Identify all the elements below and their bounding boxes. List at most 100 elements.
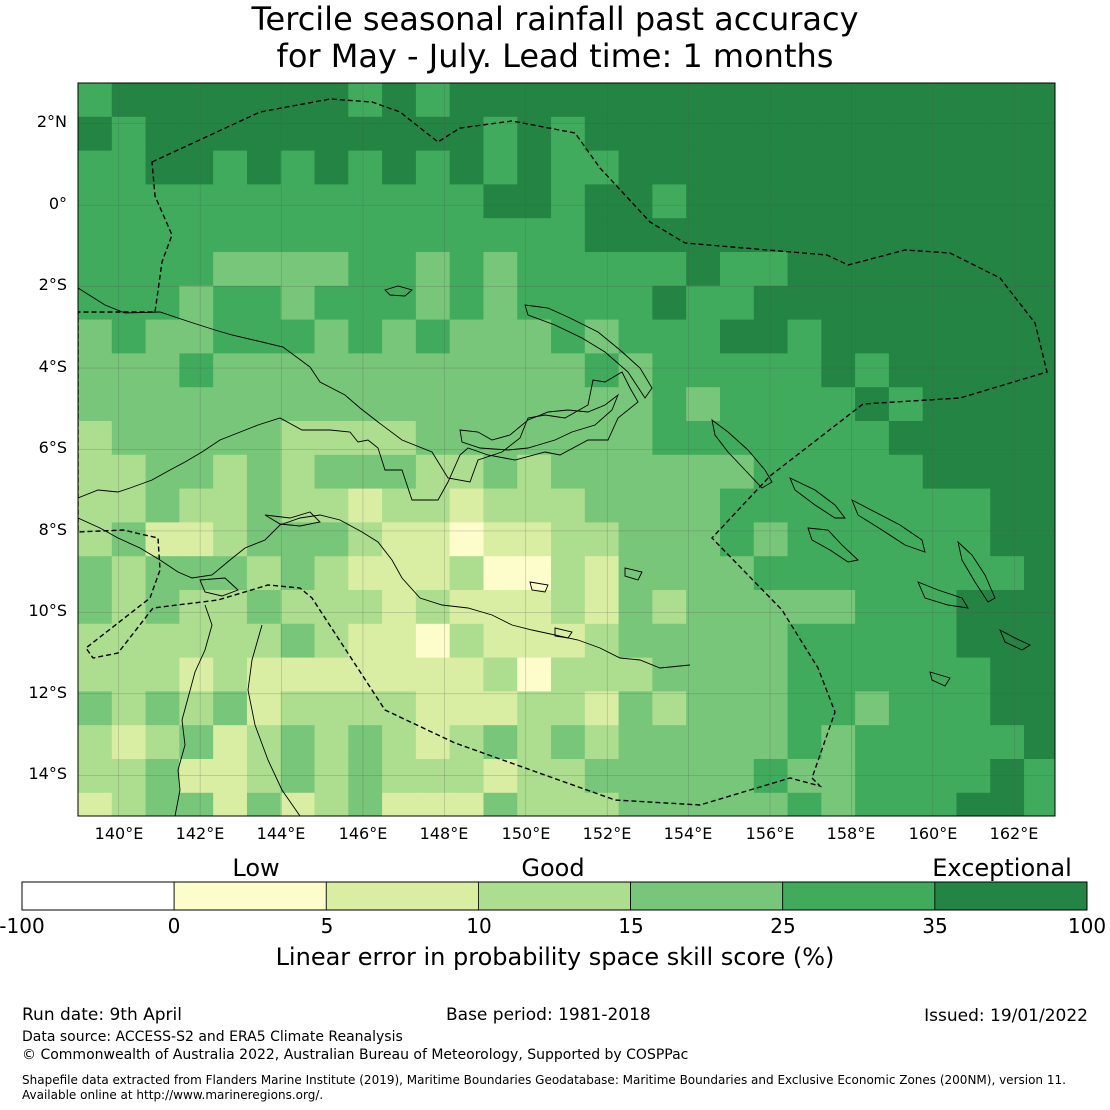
skill-cell (652, 792, 687, 816)
skill-cell (246, 319, 282, 354)
skill-cell (1024, 150, 1055, 185)
skill-cell (551, 353, 586, 388)
colorbar-tick: -100 (0, 914, 45, 938)
skill-cell (821, 150, 856, 185)
skill-cell (280, 758, 316, 794)
skill-cell (111, 725, 147, 760)
skill-cell (246, 691, 282, 726)
skill-cell (280, 725, 316, 760)
skill-cell (280, 319, 316, 354)
skill-cell (179, 556, 214, 591)
skill-cell (956, 285, 991, 321)
skill-cell (382, 150, 417, 185)
skill-cell (618, 792, 653, 816)
santa-isabel-coastline (851, 499, 926, 553)
skill-cell (584, 184, 620, 219)
skill-cell (246, 218, 282, 253)
skill-cell (787, 251, 822, 287)
skill-cell (821, 522, 856, 557)
skill-cell (855, 353, 890, 388)
skill-cell (855, 556, 890, 591)
skill-cell (618, 184, 653, 219)
skill-cell (213, 556, 248, 591)
skill-cell (855, 792, 890, 816)
skill-cell (956, 657, 991, 692)
skill-cell (449, 387, 484, 422)
skill-cell (990, 522, 1025, 557)
lat-label-10s: 10°S (28, 601, 67, 620)
skill-cell (787, 218, 822, 253)
skill-cell (551, 488, 586, 523)
skill-cell (517, 657, 552, 692)
skill-cell (517, 218, 552, 253)
skill-cell (145, 387, 180, 422)
skill-cell (382, 792, 417, 816)
skill-cell (956, 116, 991, 152)
skill-cell (449, 83, 484, 118)
skill-cell (686, 420, 721, 456)
skill-cell (618, 488, 653, 523)
skill-cell (618, 454, 653, 490)
skill-cell (584, 218, 620, 253)
colorbar-tick: 25 (770, 914, 796, 938)
skill-cell (855, 319, 890, 354)
skill-cell (719, 758, 755, 794)
skill-cell (551, 657, 586, 692)
skill-cell (348, 556, 383, 591)
skill-cell (956, 387, 991, 422)
skill-cell (483, 184, 518, 219)
skill-cell (111, 758, 147, 794)
skill-cell (280, 83, 316, 118)
skill-cell (179, 691, 214, 726)
skill-cell (618, 691, 653, 726)
skill-cell (855, 758, 890, 794)
skill-cell (888, 488, 924, 523)
skill-cell (956, 488, 991, 523)
skill-cell (719, 657, 755, 692)
lon-label-140e: 140°E (94, 824, 144, 843)
lat-label-2s: 2°S (38, 275, 67, 294)
skill-cell (551, 116, 586, 152)
skill-cell (179, 184, 214, 219)
skill-cell (821, 691, 856, 726)
skill-cell (415, 83, 451, 118)
skill-cell (1024, 691, 1055, 726)
skill-cell (415, 420, 451, 456)
skill-cell (145, 116, 180, 152)
skill-cell (382, 454, 417, 490)
skill-cell (652, 285, 687, 321)
skill-cell (78, 387, 113, 422)
malaita-coastline (957, 540, 996, 603)
skill-cell (990, 420, 1025, 456)
skill-cell (348, 420, 383, 456)
skill-cell (415, 184, 451, 219)
skill-cell (652, 150, 687, 185)
skill-cell (449, 691, 484, 726)
skill-cell (956, 454, 991, 490)
skill-cell (956, 623, 991, 659)
skill-cell (246, 725, 282, 760)
skill-cell (449, 319, 484, 354)
skill-cell (855, 251, 890, 287)
skill-cell (686, 353, 721, 388)
skill-cell (652, 522, 687, 557)
skill-cell (415, 218, 451, 253)
skill-cell (517, 83, 552, 118)
skill-cell (483, 319, 518, 354)
skill-cell (314, 488, 349, 523)
skill-cell (990, 725, 1025, 760)
skill-cell (213, 454, 248, 490)
skill-cell (888, 319, 924, 354)
skill-cell (382, 353, 417, 388)
skill-cell (618, 116, 653, 152)
skill-cell (415, 792, 451, 816)
skill-cell (517, 184, 552, 219)
skill-cell (888, 353, 924, 388)
skill-cell (213, 725, 248, 760)
skill-cell (179, 454, 214, 490)
skill-cell (145, 83, 180, 118)
skill-cell (753, 488, 789, 523)
skill-cell (213, 353, 248, 388)
skill-cell (449, 184, 484, 219)
